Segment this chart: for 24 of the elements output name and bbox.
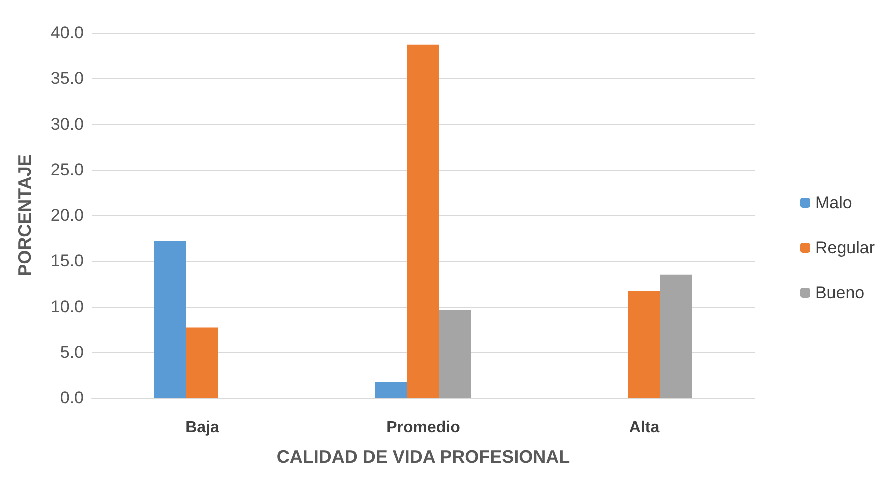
y-axis-title: PORCENTAJE: [15, 154, 35, 276]
legend-label: Bueno: [815, 284, 865, 302]
bar: [440, 310, 472, 398]
x-tick-label: Promedio: [386, 420, 461, 436]
legend-label: Regular: [815, 238, 876, 258]
bar: [628, 291, 660, 398]
y-tick-label: 25.0: [50, 160, 84, 180]
y-tick-label: 5.0: [60, 342, 84, 362]
bar: [660, 274, 692, 398]
x-tick-label: Baja: [186, 420, 220, 436]
x-axis-title: CALIDAD DE VIDA PROFESIONAL: [276, 447, 570, 467]
bar: [186, 328, 218, 398]
y-tick-label: 40.0: [50, 24, 84, 42]
y-tick-label: 0.0: [60, 388, 84, 408]
y-tick-label: 30.0: [50, 114, 84, 134]
y-tick-label: 35.0: [50, 69, 84, 88]
y-tick-label: 15.0: [50, 252, 84, 271]
bar: [154, 241, 186, 398]
y-tick-label: 20.0: [50, 206, 84, 225]
bar: [408, 44, 440, 398]
y-tick-label: 10.0: [50, 297, 84, 316]
x-tick-label: Alta: [629, 420, 660, 436]
legend-label: Malo: [815, 194, 852, 212]
bar: [376, 382, 408, 398]
